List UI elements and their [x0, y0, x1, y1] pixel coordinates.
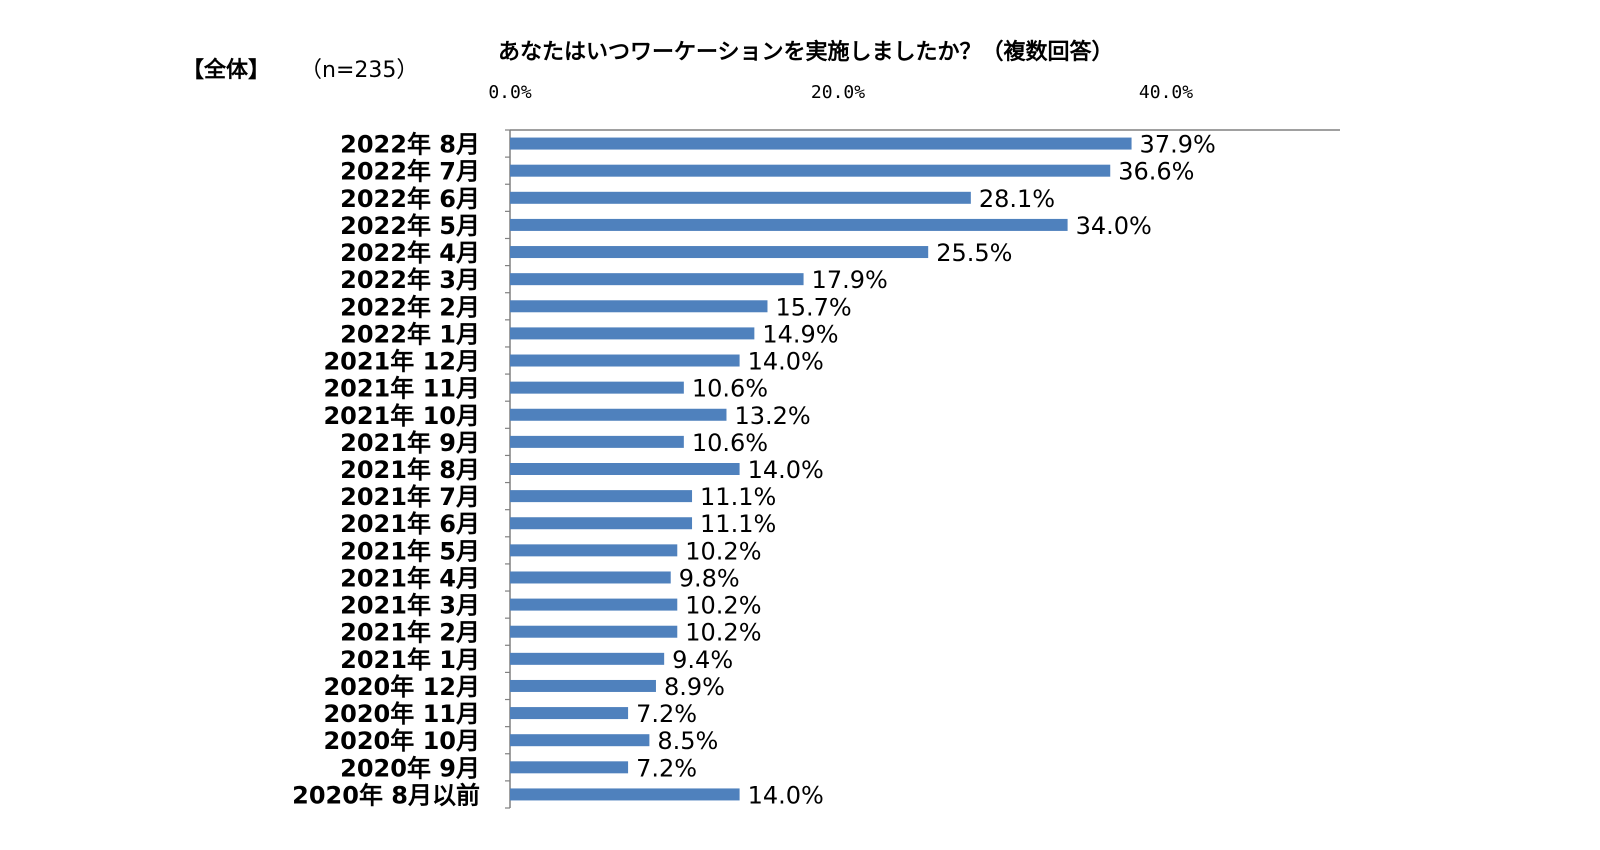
value-label: 10.2%	[685, 592, 761, 620]
group-label: 【全体】	[182, 58, 271, 83]
category-label: 2022年 8月	[340, 131, 480, 159]
value-label: 7.2%	[636, 700, 697, 728]
category-label: 2022年 1月	[340, 320, 480, 348]
bar	[510, 544, 678, 557]
value-label: 14.0%	[748, 456, 824, 484]
sample-size: （n=235）	[300, 58, 419, 83]
bar	[510, 761, 629, 774]
value-label: 9.4%	[672, 646, 733, 674]
category-label: 2022年 4月	[340, 239, 480, 267]
category-label: 2021年 3月	[340, 592, 480, 620]
chart-title: あなたはいつワーケーションを実施しましたか？（複数回答）	[498, 40, 1114, 65]
value-label: 8.5%	[657, 727, 718, 755]
bar	[510, 273, 804, 286]
category-label: 2021年 11月	[323, 375, 480, 403]
bar	[510, 734, 650, 747]
bar	[510, 408, 727, 421]
category-label: 2020年 11月	[323, 700, 480, 728]
bar	[510, 490, 693, 503]
category-label: 2022年 7月	[340, 158, 480, 186]
bar	[510, 381, 684, 394]
category-label: 2022年 3月	[340, 266, 480, 294]
category-label: 2021年 4月	[340, 564, 480, 592]
value-label: 8.9%	[664, 673, 725, 701]
category-label: 2020年 9月	[340, 754, 480, 782]
bar	[510, 571, 671, 584]
value-label: 34.0%	[1076, 212, 1152, 240]
bar	[510, 300, 768, 313]
bar	[510, 652, 665, 665]
value-label: 36.6%	[1118, 158, 1194, 186]
value-label: 10.2%	[685, 619, 761, 647]
category-label: 2022年 5月	[340, 212, 480, 240]
category-label: 2021年 6月	[340, 510, 480, 538]
bar	[510, 246, 929, 259]
value-label: 10.2%	[685, 537, 761, 565]
bar	[510, 354, 740, 367]
value-label: 25.5%	[936, 239, 1012, 267]
bar	[510, 435, 684, 448]
value-label: 7.2%	[636, 754, 697, 782]
value-label: 28.1%	[979, 185, 1055, 213]
bar	[510, 707, 629, 720]
value-label: 15.7%	[775, 293, 851, 321]
bar	[510, 164, 1111, 177]
value-label: 17.9%	[812, 266, 888, 294]
bar	[510, 327, 755, 340]
bar	[510, 517, 693, 530]
bar	[510, 625, 678, 638]
value-label: 10.6%	[692, 375, 768, 403]
x-tick-label: 40.0%	[1139, 82, 1193, 103]
value-label: 14.0%	[748, 781, 824, 809]
category-label: 2020年 12月	[323, 673, 480, 701]
bar	[510, 463, 740, 475]
category-label: 2021年 1月	[340, 646, 480, 674]
value-label: 11.1%	[700, 483, 776, 511]
category-label: 2021年 8月	[340, 456, 480, 484]
category-label: 2022年 2月	[340, 293, 480, 321]
category-label: 2021年 7月	[340, 483, 480, 511]
value-label: 9.8%	[679, 564, 740, 592]
category-label: 2022年 6月	[340, 185, 480, 213]
bar	[510, 788, 740, 801]
x-tick-label: 20.0%	[811, 82, 865, 103]
bar	[510, 218, 1068, 231]
value-label: 14.0%	[748, 348, 824, 376]
bar	[510, 679, 656, 692]
value-label: 14.9%	[762, 320, 838, 348]
category-label: 2021年 9月	[340, 429, 480, 457]
category-label: 2021年 12月	[323, 348, 480, 376]
value-label: 10.6%	[692, 429, 768, 457]
category-label: 2021年 2月	[340, 619, 480, 647]
bar	[510, 137, 1132, 150]
category-label: 2021年 10月	[323, 402, 480, 430]
x-tick-label: 0.0%	[488, 82, 532, 103]
category-label: 2021年 5月	[340, 537, 480, 565]
bar	[510, 598, 678, 611]
value-label: 37.9%	[1140, 131, 1216, 159]
bar	[510, 191, 971, 204]
category-label: 2020年 8月以前	[292, 781, 480, 809]
value-label: 13.2%	[734, 402, 810, 430]
category-label: 2020年 10月	[323, 727, 480, 755]
value-label: 11.1%	[700, 510, 776, 538]
